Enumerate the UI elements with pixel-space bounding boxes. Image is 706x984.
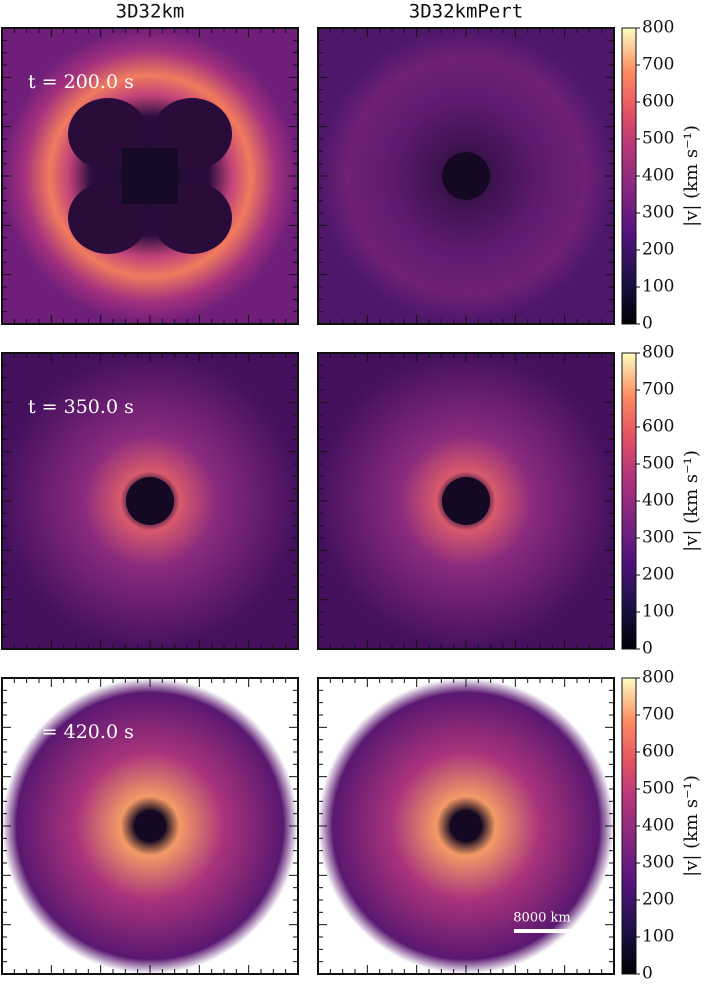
colorbar-tick-label: 600 bbox=[642, 742, 674, 762]
colorbar-tick-label: 0 bbox=[642, 314, 653, 334]
core bbox=[126, 477, 174, 525]
colorbar-tick-label: 100 bbox=[642, 602, 674, 622]
core bbox=[450, 810, 482, 842]
core bbox=[122, 148, 178, 204]
scale-bar-label: 8000 km bbox=[513, 911, 570, 926]
colorbar-label: |v| (km s⁻¹) bbox=[681, 450, 702, 552]
colorbar-label: |v| (km s⁻¹) bbox=[681, 775, 702, 877]
column-title: 3D32km bbox=[116, 1, 185, 23]
colorbar-label: |v| (km s⁻¹) bbox=[681, 125, 702, 227]
colorbar-tick-label: 100 bbox=[642, 277, 674, 297]
colorbar-tick-label: 600 bbox=[642, 417, 674, 437]
core bbox=[442, 152, 490, 200]
colorbar bbox=[621, 27, 637, 325]
colorbar-tick-label: 300 bbox=[642, 203, 674, 223]
colorbar-tick-label: 300 bbox=[642, 528, 674, 548]
colorbar-tick-label: 500 bbox=[642, 779, 674, 799]
time-label: t = 200.0 s bbox=[28, 71, 134, 93]
colorbar-tick-label: 800 bbox=[642, 343, 674, 363]
colorbar-tick-label: 0 bbox=[642, 639, 653, 659]
colorbar-tick-label: 200 bbox=[642, 240, 674, 260]
colorbar-tick-label: 200 bbox=[642, 565, 674, 585]
colorbar-tick-label: 200 bbox=[642, 890, 674, 910]
colorbar-tick-label: 700 bbox=[642, 55, 674, 75]
colorbar-tick-label: 300 bbox=[642, 853, 674, 873]
time-label: t = 350.0 s bbox=[28, 396, 134, 418]
time-label: t = 420.0 s bbox=[28, 721, 134, 743]
colorbar bbox=[621, 352, 637, 650]
core bbox=[442, 477, 490, 525]
colorbar-tick-label: 800 bbox=[642, 668, 674, 688]
colorbar-tick-label: 600 bbox=[642, 92, 674, 112]
colorbar-tick-label: 0 bbox=[642, 964, 653, 984]
colorbar-tick-label: 400 bbox=[642, 816, 674, 836]
column-title: 3D32kmPert bbox=[409, 1, 523, 23]
colorbar-tick-label: 700 bbox=[642, 705, 674, 725]
core bbox=[134, 810, 166, 842]
colorbar-tick-label: 500 bbox=[642, 129, 674, 149]
colorbar bbox=[621, 677, 637, 975]
colorbar-tick-label: 700 bbox=[642, 380, 674, 400]
colorbar-tick-label: 400 bbox=[642, 166, 674, 186]
colorbar-tick-label: 400 bbox=[642, 491, 674, 511]
colorbar-tick-label: 100 bbox=[642, 927, 674, 947]
colorbar-tick-label: 800 bbox=[642, 18, 674, 38]
colorbar-tick-label: 500 bbox=[642, 454, 674, 474]
